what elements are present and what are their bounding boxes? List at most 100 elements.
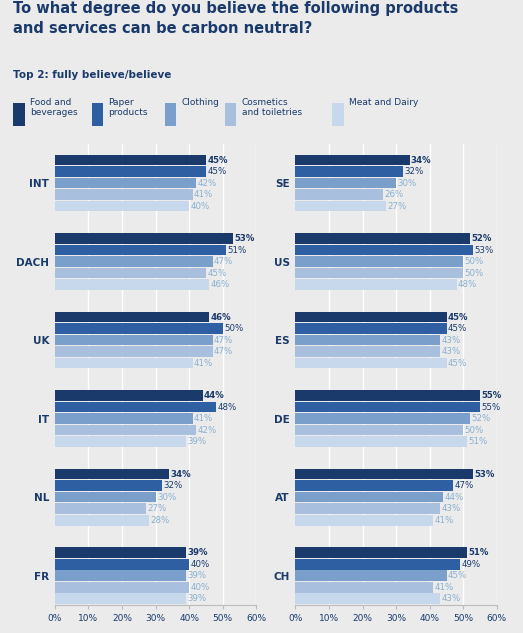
Text: 48%: 48% [218,403,236,411]
Bar [295,570,447,581]
Text: 26%: 26% [384,190,403,199]
Text: Meat and Dairy: Meat and Dairy [349,97,418,107]
Text: 43%: 43% [441,505,460,513]
Text: 53%: 53% [234,234,255,243]
Text: 52%: 52% [471,414,491,423]
Bar [295,425,463,436]
Bar [13,103,25,127]
Text: 43%: 43% [441,594,460,603]
Text: 42%: 42% [197,425,217,435]
Bar [225,103,236,127]
Bar [295,515,433,525]
Text: 53%: 53% [475,470,495,479]
Text: Cosmetics
and toiletries: Cosmetics and toiletries [242,97,302,117]
Text: 27%: 27% [147,505,166,513]
Bar [165,103,176,127]
Text: 34%: 34% [411,156,431,165]
Bar [295,480,453,491]
Bar [295,268,463,279]
Text: 40%: 40% [190,201,210,211]
Text: 51%: 51% [228,246,247,254]
Bar [55,570,186,581]
Bar [332,103,344,127]
Text: 52%: 52% [471,234,492,243]
Bar [295,189,383,200]
Text: 49%: 49% [461,560,481,568]
Bar [55,402,216,413]
Bar [55,268,206,279]
Text: 30%: 30% [397,179,417,187]
Text: 45%: 45% [207,156,228,165]
Text: Food and
beverages: Food and beverages [30,97,77,117]
Text: 39%: 39% [187,437,206,446]
Bar [295,335,440,346]
Text: 46%: 46% [211,280,230,289]
Text: 45%: 45% [448,324,467,333]
Text: 32%: 32% [404,167,424,176]
Bar [295,469,473,479]
Bar [55,582,189,592]
Bar [55,548,186,558]
Text: 50%: 50% [464,268,484,278]
Text: 47%: 47% [454,481,474,490]
Text: 39%: 39% [187,571,206,580]
Bar [55,559,189,570]
Text: Top 2: fully believe/believe: Top 2: fully believe/believe [13,70,172,80]
Bar [295,201,386,211]
Text: 44%: 44% [204,391,225,400]
Bar [55,312,209,322]
Text: 47%: 47% [214,257,233,266]
Bar [295,436,467,447]
Bar [295,312,447,322]
Text: 42%: 42% [197,179,217,187]
Text: 53%: 53% [475,246,494,254]
Bar [55,413,192,424]
Text: 55%: 55% [481,403,501,411]
Bar [55,346,213,357]
Text: To what degree do you believe the following products
and services can be carbon : To what degree do you believe the follow… [13,1,459,35]
Text: 50%: 50% [464,257,484,266]
Bar [55,480,162,491]
Text: 46%: 46% [211,313,231,322]
Text: 34%: 34% [170,470,191,479]
Bar [55,436,186,447]
Bar [55,425,196,436]
Text: 41%: 41% [194,359,213,368]
Bar [295,234,470,244]
Text: 41%: 41% [194,414,213,423]
Text: 41%: 41% [435,583,453,592]
Text: 48%: 48% [458,280,477,289]
Text: 39%: 39% [187,594,206,603]
Text: 51%: 51% [468,437,487,446]
Bar [55,245,226,255]
Text: 51%: 51% [468,548,488,557]
Bar [295,413,470,424]
Bar [295,503,440,514]
Bar [295,178,396,189]
Bar [295,548,467,558]
Bar [55,166,206,177]
Bar [295,358,447,368]
Text: 45%: 45% [448,359,467,368]
Bar [295,245,473,255]
Bar [295,256,463,267]
Bar [295,594,440,604]
Text: 50%: 50% [464,425,484,435]
Bar [55,515,149,525]
Text: 32%: 32% [164,481,183,490]
Text: 41%: 41% [435,516,453,525]
Bar [55,358,192,368]
Bar [55,234,233,244]
Bar [55,492,156,503]
Bar [295,154,410,165]
Bar [55,323,223,334]
Bar [55,201,189,211]
Text: 43%: 43% [441,335,460,344]
Text: 40%: 40% [190,560,210,568]
Bar [55,594,186,604]
Text: 27%: 27% [388,201,407,211]
Bar [55,469,169,479]
Bar [295,582,433,592]
Text: Paper
products: Paper products [108,97,148,117]
Bar [55,279,209,290]
